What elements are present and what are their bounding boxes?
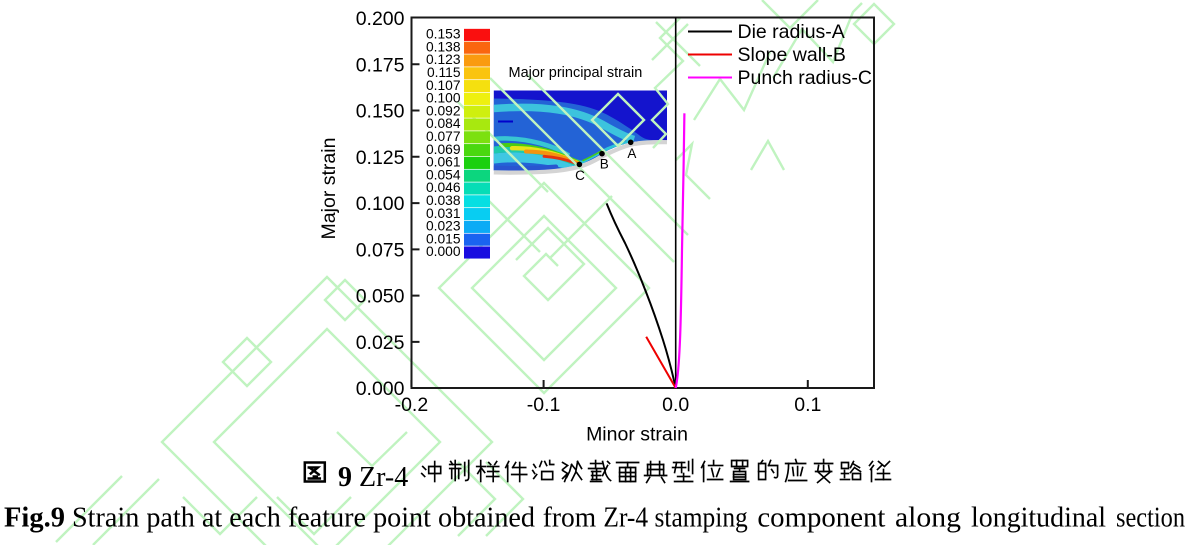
svg-text:Strain path at each feature po: Strain path at each feature point obtain… bbox=[72, 503, 535, 534]
svg-text:0.038: 0.038 bbox=[426, 193, 461, 208]
svg-text:0.075: 0.075 bbox=[356, 239, 405, 261]
svg-text:Fig.9: Fig.9 bbox=[4, 503, 65, 534]
svg-text:Zr-4 stamping: Zr-4 stamping bbox=[603, 503, 747, 534]
svg-text:component: component bbox=[757, 503, 885, 534]
svg-text:C: C bbox=[575, 168, 585, 183]
svg-text:0.100: 0.100 bbox=[426, 91, 461, 106]
svg-text:0.138: 0.138 bbox=[426, 39, 461, 54]
svg-text:0.025: 0.025 bbox=[356, 332, 405, 354]
svg-text:9: 9 bbox=[338, 462, 352, 493]
svg-text:0.061: 0.061 bbox=[426, 155, 461, 170]
svg-text:0.050: 0.050 bbox=[356, 286, 405, 308]
svg-text:0.115: 0.115 bbox=[427, 65, 461, 80]
svg-text:B: B bbox=[600, 156, 609, 171]
svg-text:-0.1: -0.1 bbox=[527, 394, 561, 416]
svg-text:Zr-4: Zr-4 bbox=[359, 462, 408, 493]
svg-text:from: from bbox=[543, 503, 596, 534]
svg-text:0.150: 0.150 bbox=[356, 101, 405, 123]
svg-text:0.046: 0.046 bbox=[426, 180, 461, 195]
svg-text:Major principal strain: Major principal strain bbox=[509, 65, 643, 81]
svg-text:0.031: 0.031 bbox=[426, 206, 461, 221]
svg-text:0.077: 0.077 bbox=[426, 129, 461, 144]
svg-text:0.125: 0.125 bbox=[356, 147, 405, 169]
svg-text:0.084: 0.084 bbox=[426, 116, 461, 131]
svg-text:section: section bbox=[1116, 503, 1185, 534]
svg-text:0.054: 0.054 bbox=[426, 167, 461, 182]
svg-text:longitudinal: longitudinal bbox=[971, 503, 1106, 534]
svg-text:0.069: 0.069 bbox=[426, 142, 461, 157]
svg-text:0.000: 0.000 bbox=[426, 244, 461, 259]
svg-text:0.123: 0.123 bbox=[426, 52, 461, 67]
svg-text:0.0: 0.0 bbox=[662, 394, 689, 416]
svg-text:A: A bbox=[627, 146, 636, 161]
svg-text:0.000: 0.000 bbox=[356, 378, 405, 400]
svg-text:-0.2: -0.2 bbox=[395, 394, 429, 416]
svg-text:0.153: 0.153 bbox=[426, 27, 461, 42]
svg-text:0.092: 0.092 bbox=[426, 103, 461, 118]
svg-text:0.200: 0.200 bbox=[356, 8, 405, 30]
svg-text:0.015: 0.015 bbox=[426, 231, 461, 246]
svg-text:Die radius-A: Die radius-A bbox=[738, 21, 845, 43]
svg-text:0.107: 0.107 bbox=[426, 78, 461, 93]
svg-text:Minor strain: Minor strain bbox=[586, 424, 688, 446]
svg-text:Punch radius-C: Punch radius-C bbox=[738, 67, 872, 89]
svg-text:Slope wall-B: Slope wall-B bbox=[738, 44, 846, 66]
svg-text:along: along bbox=[895, 503, 961, 534]
svg-text:0.023: 0.023 bbox=[426, 219, 461, 234]
svg-text:0.175: 0.175 bbox=[356, 54, 405, 76]
svg-text:Major strain: Major strain bbox=[318, 138, 340, 240]
svg-text:0.1: 0.1 bbox=[794, 394, 821, 416]
svg-text:0.100: 0.100 bbox=[356, 193, 405, 215]
